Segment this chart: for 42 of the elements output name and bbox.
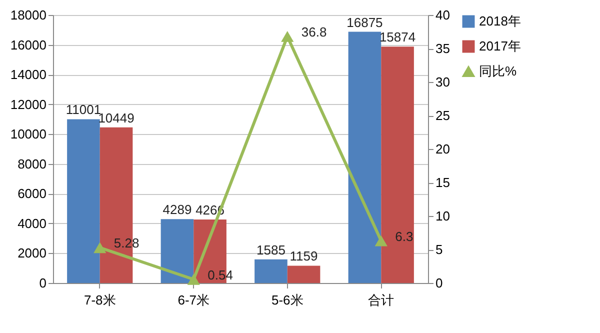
data-label: 36.8 bbox=[301, 24, 327, 40]
x-tick-label: 5-6米 bbox=[271, 292, 304, 308]
y-tick-label: 4000 bbox=[18, 216, 46, 231]
y2-tick-label: 20 bbox=[436, 142, 450, 156]
legend-label: 2018年 bbox=[479, 14, 521, 28]
bar bbox=[160, 219, 194, 283]
y2-tick-label: 15 bbox=[436, 175, 450, 190]
y2-tick-label: 10 bbox=[436, 208, 450, 224]
y-tick-label: 8000 bbox=[18, 156, 46, 172]
y-tick-label: 2000 bbox=[18, 246, 46, 261]
x-tick-label: 6-7米 bbox=[178, 292, 210, 308]
legend-label: 同比% bbox=[479, 64, 517, 78]
y2-tick-label: 0 bbox=[436, 276, 443, 290]
bar bbox=[348, 32, 382, 283]
y2-tick-label: 35 bbox=[436, 41, 450, 56]
y-tick-label: 12000 bbox=[10, 96, 46, 112]
data-label: 6.3 bbox=[395, 228, 414, 244]
x-tick-label: 合计 bbox=[368, 292, 394, 308]
bar bbox=[287, 266, 320, 283]
point bbox=[374, 235, 388, 246]
y-tick-label: 6000 bbox=[18, 186, 46, 202]
data-label: 1159 bbox=[290, 248, 318, 264]
legend-label: 2017年 bbox=[479, 38, 521, 54]
point bbox=[187, 274, 200, 285]
y2-tick-label: 30 bbox=[436, 74, 450, 90]
y-tick-label: 16000 bbox=[10, 37, 46, 52]
y-tick-label: 10000 bbox=[10, 126, 46, 142]
bar bbox=[381, 46, 414, 283]
point bbox=[94, 242, 106, 254]
point bbox=[281, 30, 294, 42]
x-tick-label: 7-8米 bbox=[84, 292, 116, 308]
y-tick-label: 14000 bbox=[10, 67, 46, 82]
bar bbox=[254, 259, 288, 283]
y2-tick-label: 5 bbox=[436, 242, 443, 257]
y2-tick-label: 40 bbox=[436, 8, 450, 22]
y-tick-label: 18000 bbox=[10, 8, 46, 22]
data-label: 1585 bbox=[256, 242, 286, 258]
bar bbox=[67, 119, 100, 283]
data-label: 16875 bbox=[346, 14, 383, 30]
y-tick-label: 0 bbox=[39, 276, 46, 290]
y2-tick-label: 25 bbox=[436, 108, 450, 123]
data-label: 4289 bbox=[162, 202, 192, 218]
